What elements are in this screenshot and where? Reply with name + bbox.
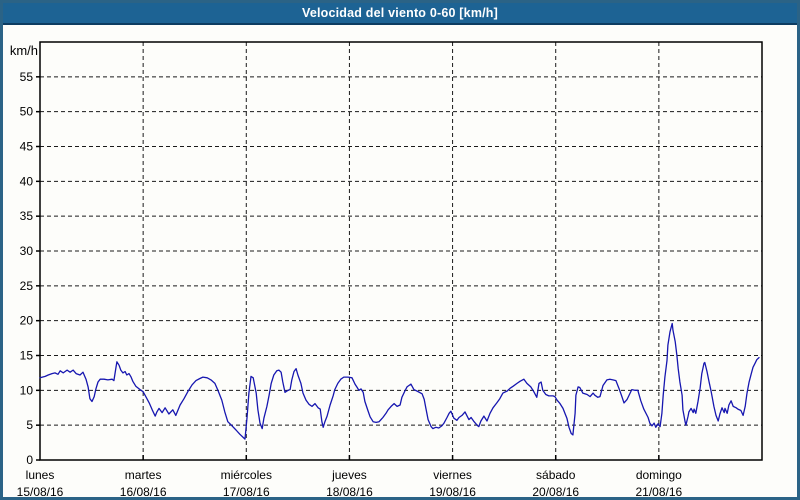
x-date-label: 20/08/16 [532, 485, 579, 497]
wind-speed-line [39, 322, 760, 440]
x-day-label: jueves [331, 468, 367, 482]
y-tick-label: 10 [20, 383, 34, 397]
x-date-label: 15/08/16 [17, 485, 64, 497]
y-tick-label: 45 [20, 140, 34, 154]
y-axis-unit-label: km/h [10, 43, 38, 58]
chart-svg: 0 5 10 15 20 25 30 35 40 45 50 55 km/h lunes 15/08/16 m… [10, 41, 763, 497]
x-day-label: viernes [433, 468, 472, 482]
x-date-label: 16/08/16 [120, 485, 167, 497]
y-tick-label: 0 [26, 453, 33, 467]
window-title: Velocidad del viento 0-60 [km/h] [301, 6, 499, 20]
y-tick-label: 25 [20, 279, 34, 293]
y-tick-label: 15 [20, 349, 34, 363]
x-day-label: domingo [636, 468, 682, 482]
x-date-label: 21/08/16 [635, 485, 682, 497]
title-bar: Velocidad del viento 0-60 [km/h] [3, 3, 797, 25]
y-tick-label: 50 [20, 105, 34, 119]
x-date-label: 19/08/16 [429, 485, 476, 497]
x-date-label: 17/08/16 [223, 485, 270, 497]
y-tick-label: 20 [20, 314, 34, 328]
y-tick-label: 35 [20, 209, 34, 223]
x-day-label: miércoles [221, 468, 272, 482]
y-tick-label: 5 [26, 418, 33, 432]
y-tick-label: 30 [20, 244, 34, 258]
y-tick-label: 40 [20, 174, 34, 188]
x-day-label: martes [125, 468, 162, 482]
y-tick-label: 55 [20, 70, 34, 84]
x-day-label: sábado [536, 468, 576, 482]
x-date-label: 18/08/16 [326, 485, 373, 497]
x-day-label: lunes [26, 468, 55, 482]
